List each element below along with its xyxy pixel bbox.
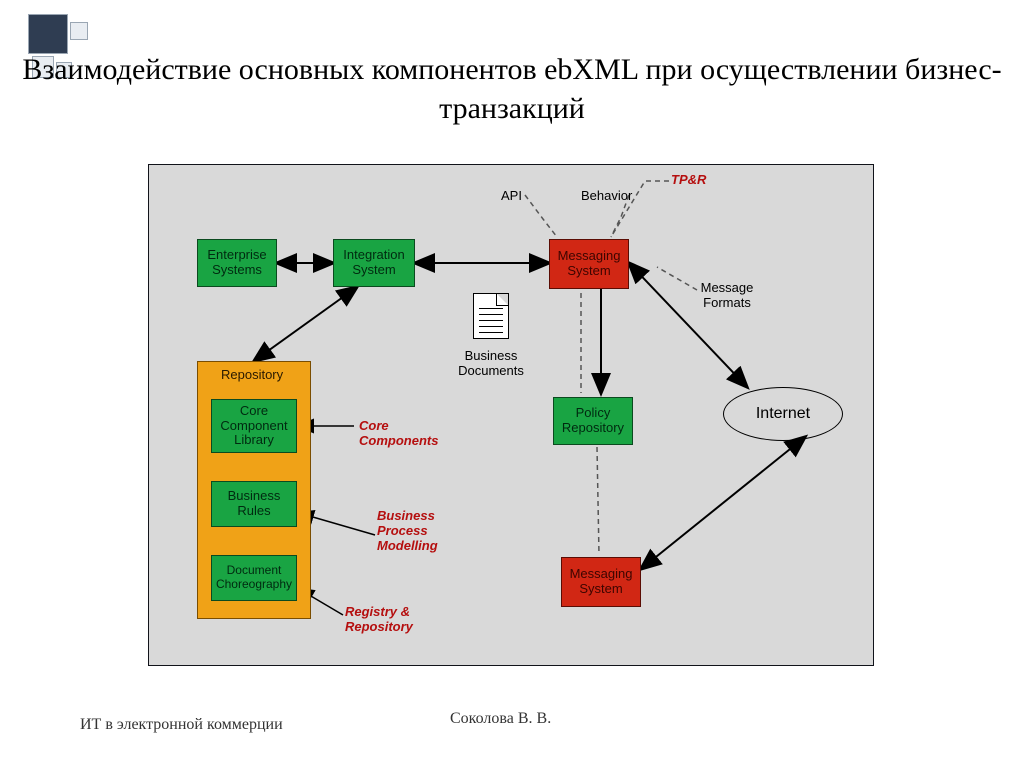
label: DocumentChoreography: [216, 564, 292, 592]
node-document-choreography: DocumentChoreography: [211, 555, 297, 601]
label-business-process-modelling: BusinessProcessModelling: [377, 509, 438, 554]
footer-author: Соколова В. В.: [450, 710, 551, 728]
node-business-rules: BusinessRules: [211, 481, 297, 527]
footer-left: ИТ в электронной коммерции: [80, 716, 283, 734]
node-integration-system: IntegrationSystem: [333, 239, 415, 287]
label-business-documents: BusinessDocuments: [451, 349, 531, 379]
slide: Взаимодействие основных компонентов ebXM…: [0, 0, 1024, 768]
label: EnterpriseSystems: [207, 248, 266, 278]
label-core-components: CoreComponents: [359, 419, 438, 449]
label-behavior: Behavior: [581, 189, 632, 204]
repository-label: Repository: [221, 367, 283, 382]
label: MessagingSystem: [558, 249, 621, 279]
document-icon: [473, 293, 509, 339]
label: IntegrationSystem: [343, 248, 404, 278]
node-enterprise-systems: EnterpriseSystems: [197, 239, 277, 287]
node-core-component-library: CoreComponentLibrary: [211, 399, 297, 453]
label: BusinessRules: [228, 489, 281, 519]
label: Internet: [756, 405, 810, 423]
label-message-formats: MessageFormats: [697, 281, 757, 311]
node-messaging-system-bottom: MessagingSystem: [561, 557, 641, 607]
slide-title: Взаимодействие основных компонентов ebXM…: [0, 50, 1024, 128]
label-tpr: TP&R: [671, 173, 706, 188]
label-registry-repository: Registry &Repository: [345, 605, 413, 635]
node-internet: Internet: [723, 387, 843, 441]
node-messaging-system-top: MessagingSystem: [549, 239, 629, 289]
node-policy-repository: PolicyRepository: [553, 397, 633, 445]
diagram-canvas: EnterpriseSystems IntegrationSystem Mess…: [148, 164, 874, 666]
label-api: API: [501, 189, 522, 204]
label: PolicyRepository: [562, 406, 624, 436]
label: CoreComponentLibrary: [220, 404, 287, 449]
label: MessagingSystem: [570, 567, 633, 597]
